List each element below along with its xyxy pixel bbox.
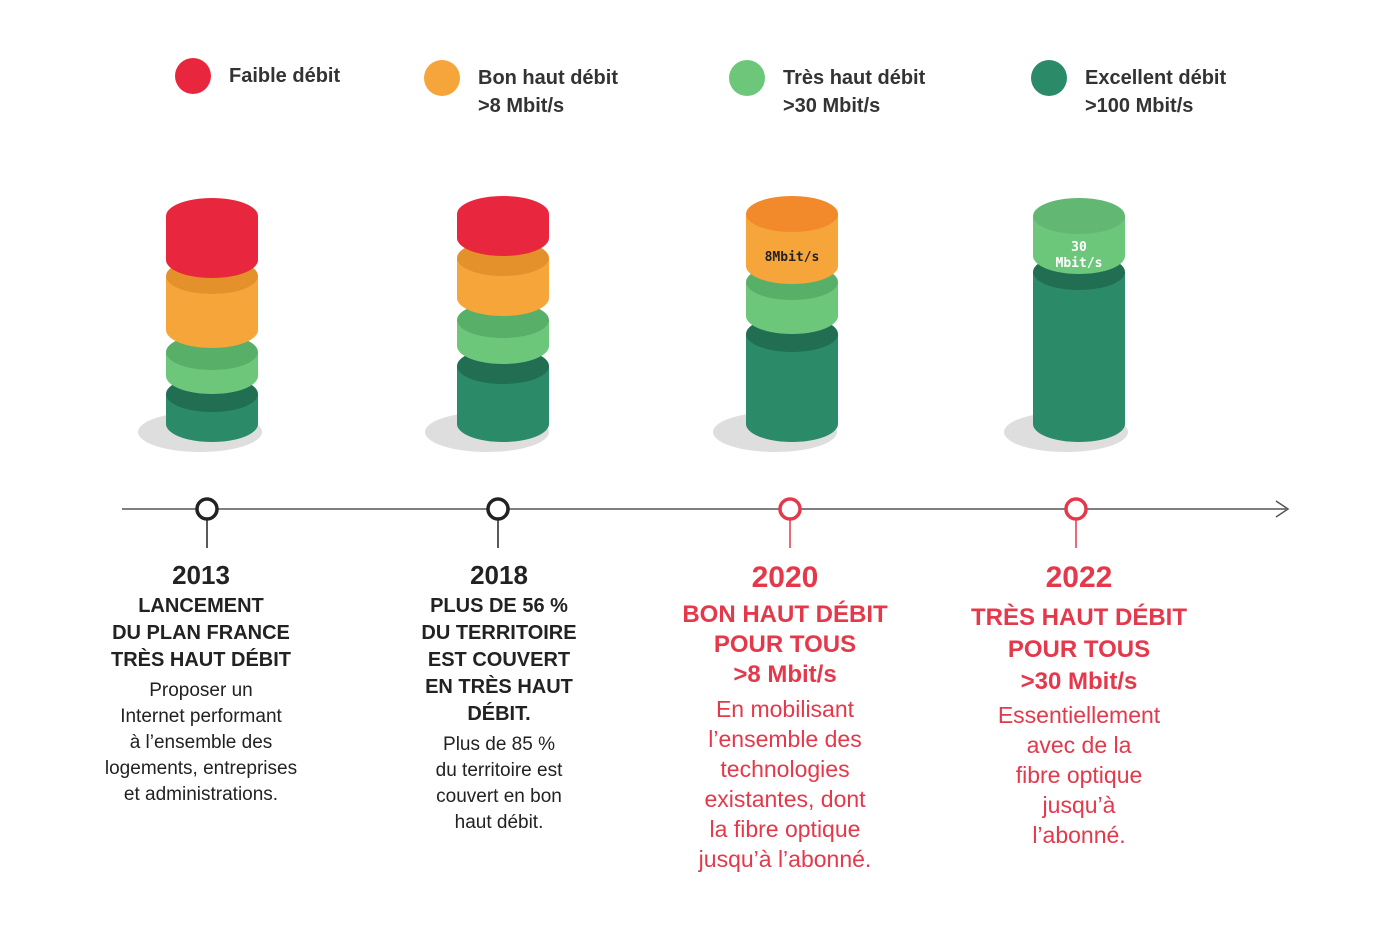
milestone-2018: 2018 PLUS DE 56 % DU TERRITOIRE EST COUV… <box>379 560 619 836</box>
legend-label: Excellent débit <box>1085 67 1227 89</box>
legend-item-very-high: Très haut débit >30 Mbit/s <box>729 60 925 120</box>
cylinder-2022-label-line2: Mbit/s <box>1056 256 1103 271</box>
light-green-dot-icon <box>729 60 765 96</box>
milestone-year: 2018 <box>470 560 528 590</box>
timeline-marker-2018 <box>486 497 510 521</box>
milestone-2022: 2022 TRÈS HAUT DÉBIT POUR TOUS >30 Mbit/… <box>949 560 1209 850</box>
legend-text: Très haut débit >30 Mbit/s <box>783 64 925 120</box>
legend-label: Très haut débit <box>783 67 926 89</box>
milestone-2013: 2013 LANCEMENT DU PLAN FRANCE TRÈS HAUT … <box>71 560 331 808</box>
milestone-headline: PLUS DE 56 % DU TERRITOIRE EST COUVERT E… <box>421 595 577 726</box>
cylinder-2020-label: 8Mbit/s <box>765 250 820 265</box>
milestone-year: 2020 <box>751 561 819 594</box>
milestone-headline: BON HAUT DÉBIT POUR TOUS >8 Mbit/s <box>682 601 888 688</box>
milestone-year: 2022 <box>1045 561 1113 594</box>
orange-dot-icon <box>424 60 460 96</box>
legend-sub: >8 Mbit/s <box>478 95 565 117</box>
timeline-marker-2020 <box>778 497 802 521</box>
cylinder-2018 <box>457 196 549 442</box>
timeline-marker-2013 <box>195 497 219 521</box>
legend-item-low: Faible débit <box>175 58 340 94</box>
legend-label: Faible débit <box>229 65 341 87</box>
milestone-headline: LANCEMENT DU PLAN FRANCE TRÈS HAUT DÉBIT <box>111 595 291 672</box>
milestone-2020: 2020 BON HAUT DÉBIT POUR TOUS >8 Mbit/s … <box>655 560 915 874</box>
arrow-right-icon <box>1275 500 1290 518</box>
milestone-year: 2013 <box>172 560 230 590</box>
legend-item-excellent: Excellent débit >100 Mbit/s <box>1031 60 1226 120</box>
legend-sub: >30 Mbit/s <box>783 95 881 117</box>
cylinder-2022-label-line1: 30 <box>1071 240 1087 255</box>
cylinder-2013 <box>166 198 258 442</box>
cylinder-2020 <box>746 196 838 442</box>
legend-sub: >100 Mbit/s <box>1085 95 1194 117</box>
legend-item-good: Bon haut débit >8 Mbit/s <box>424 60 618 120</box>
milestone-description: Proposer un Internet performant à l’ense… <box>104 680 298 806</box>
red-dot-icon <box>175 58 211 94</box>
timeline-marker-2022 <box>1064 497 1088 521</box>
legend-text: Excellent débit >100 Mbit/s <box>1085 64 1226 120</box>
milestone-description: Essentiellement avec de la fibre optique… <box>997 702 1161 848</box>
milestone-description: Plus de 85 % du territoire est couvert e… <box>435 734 563 834</box>
dark-green-dot-icon <box>1031 60 1067 96</box>
milestone-description: En mobilisant l’ensemble des technologie… <box>698 696 872 872</box>
legend-text: Faible débit <box>229 62 340 90</box>
legend-label: Bon haut débit <box>478 67 618 89</box>
cylinder-2022 <box>1033 198 1125 442</box>
milestone-headline: TRÈS HAUT DÉBIT POUR TOUS >30 Mbit/s <box>971 604 1187 695</box>
legend-text: Bon haut débit >8 Mbit/s <box>478 64 618 120</box>
